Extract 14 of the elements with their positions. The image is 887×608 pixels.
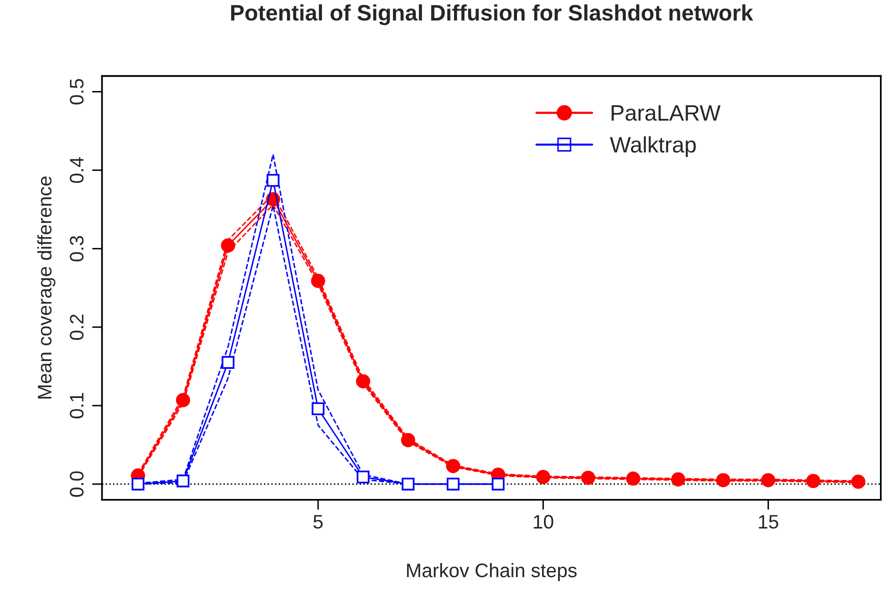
y-tick-label: 0.4 — [70, 157, 84, 183]
x-axis-title: Markov Chain steps — [407, 563, 577, 582]
x-tick-label: 10 — [534, 514, 554, 529]
x-tick-label: 5 — [313, 515, 323, 529]
legend-label: ParaLARW — [612, 105, 721, 121]
y-tick-label: 0.2 — [70, 314, 84, 340]
y-tick-label: 0.5 — [70, 78, 84, 104]
y-axis-title: Mean coverage difference — [37, 176, 56, 399]
legend-label: Walktrap — [610, 136, 696, 158]
y-tick-label: 0.3 — [70, 236, 84, 262]
y-tick-label: 0.0 — [70, 471, 84, 497]
x-tick-label: 15 — [758, 515, 778, 529]
y-tick-label: 0.1 — [70, 393, 84, 418]
chart-title: Potential of Signal Diffusion for Slashdot network — [231, 4, 754, 26]
